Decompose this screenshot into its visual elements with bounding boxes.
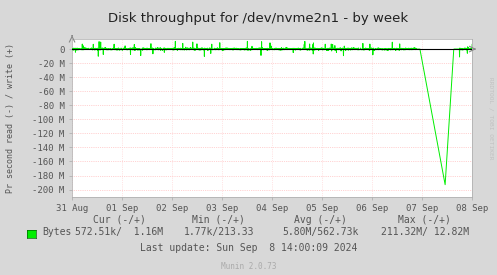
Text: 1.77k/213.33: 1.77k/213.33: [183, 227, 254, 237]
Text: Last update: Sun Sep  8 14:00:09 2024: Last update: Sun Sep 8 14:00:09 2024: [140, 243, 357, 253]
Text: Munin 2.0.73: Munin 2.0.73: [221, 262, 276, 271]
Text: Bytes: Bytes: [42, 227, 72, 237]
Text: 211.32M/ 12.82M: 211.32M/ 12.82M: [381, 227, 469, 237]
Text: 5.80M/562.73k: 5.80M/562.73k: [282, 227, 359, 237]
Text: Min (-/+): Min (-/+): [192, 215, 245, 225]
Text: RRDTOOL / TOBI OETIKER: RRDTOOL / TOBI OETIKER: [488, 77, 493, 160]
Text: 572.51k/  1.16M: 572.51k/ 1.16M: [75, 227, 164, 237]
Text: Cur (-/+): Cur (-/+): [93, 215, 146, 225]
Text: Pr second read (-) / write (+): Pr second read (-) / write (+): [6, 43, 15, 193]
Text: Avg (-/+): Avg (-/+): [294, 215, 347, 225]
Text: Max (-/+): Max (-/+): [399, 215, 451, 225]
Text: Disk throughput for /dev/nvme2n1 - by week: Disk throughput for /dev/nvme2n1 - by we…: [108, 12, 409, 25]
